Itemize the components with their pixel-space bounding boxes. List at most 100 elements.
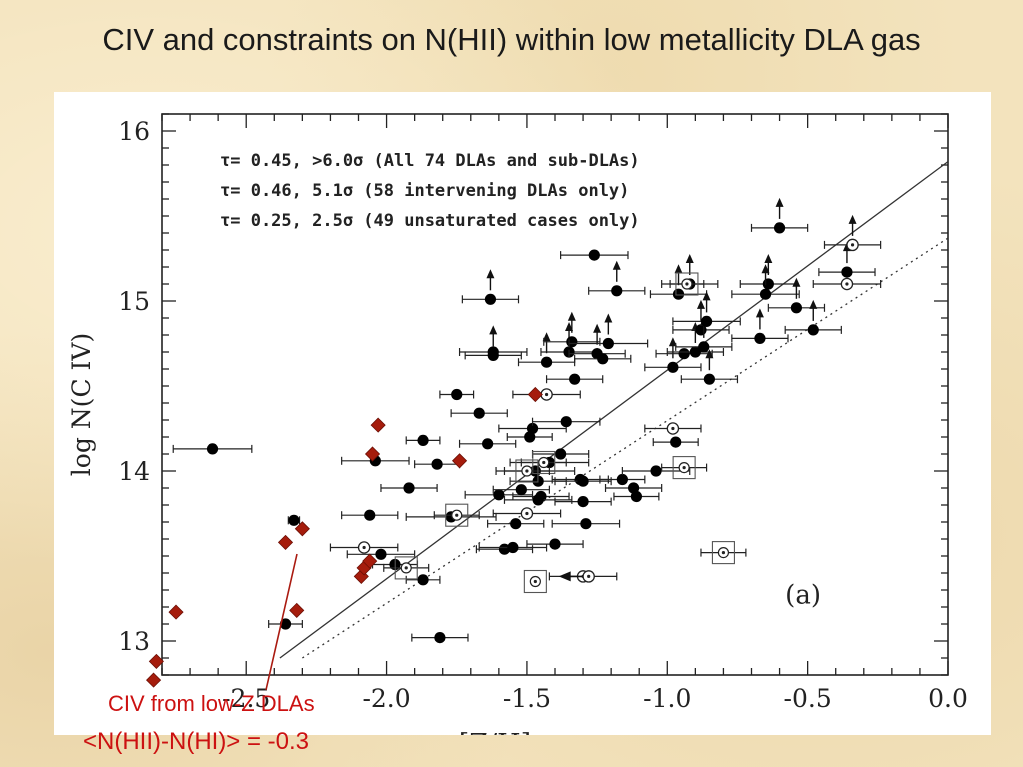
dla-point [507, 541, 519, 554]
dla-point [560, 416, 572, 428]
dla-point [434, 632, 446, 644]
dla-point [678, 348, 690, 360]
dla-point [473, 407, 485, 419]
boxed-point-box [711, 541, 735, 565]
dla-point [667, 361, 679, 373]
dla-point [672, 288, 685, 300]
low-z-dla-diamond [527, 386, 543, 403]
x-tick-label: -1.0 [643, 684, 691, 713]
x-tick-label: -2.5 [222, 684, 270, 713]
dla-point [577, 496, 589, 508]
boxed-point-box [532, 450, 556, 475]
plot-panel: -2.5 -2.0 -1.5 -1.0 -0.5 0.0 13 14 15 16 [Z/H] log … [54, 92, 991, 735]
x-axis-label: [Z/H] [459, 729, 531, 735]
dla-point [279, 618, 292, 630]
legend-entry: τ= 0.46, 5.1σ (58 intervening DLAs only) [220, 181, 629, 201]
upper-limit-point-center [587, 574, 591, 578]
dla-point [487, 346, 499, 358]
solid-fit-line [279, 161, 948, 659]
lower-limit-arrowhead [612, 260, 621, 270]
annotation-civ-low-z: CIV from low-Z DLAs [108, 691, 315, 716]
lower-limit-arrowhead [668, 337, 677, 347]
low-z-dla-diamond [294, 521, 310, 537]
boxed-point-center [525, 469, 529, 473]
dla-point [532, 494, 544, 506]
low-z-dla-diamond [168, 604, 184, 620]
boxed-point-box [394, 556, 418, 580]
dla-point [703, 373, 715, 385]
dla-point [841, 266, 853, 278]
y-tick-label: 13 [118, 627, 150, 656]
lower-limit-arrowhead [685, 254, 694, 263]
dla-point [510, 518, 522, 530]
dla-point [540, 356, 553, 368]
lower-limit-arrowhead [705, 349, 714, 359]
boxed-point-center [404, 566, 408, 570]
slide-title: CIV and constraints on N(HII) within low… [102, 22, 921, 57]
dla-point [616, 473, 628, 486]
data-layer [172, 161, 948, 659]
dla-point [628, 482, 640, 494]
low-z-dla-diamond [148, 653, 164, 669]
dla-point [206, 443, 219, 455]
dla-point [698, 341, 710, 353]
y-tick-label: 16 [118, 117, 150, 146]
open-point-center [525, 511, 529, 516]
boxed-point-box [672, 456, 696, 480]
x-tick-label: -2.0 [362, 684, 410, 713]
panel-label: (a) [785, 581, 821, 611]
x-tick-label: -0.5 [784, 684, 832, 713]
open-point-center [845, 282, 849, 286]
boxed-point-box [515, 459, 539, 483]
open-point-center [362, 545, 366, 550]
dla-point [569, 373, 581, 385]
dla-point [417, 434, 429, 446]
lower-limit-arrowhead [761, 264, 770, 274]
dla-point [670, 436, 682, 448]
boxed-point-center [685, 282, 689, 286]
dotted-fit-line [302, 237, 948, 659]
dla-point [790, 302, 803, 314]
dla-point [700, 315, 713, 327]
dla-point [602, 337, 614, 350]
low-z-dla-diamond [370, 417, 386, 433]
low-z-dla-diamond [362, 553, 378, 569]
dla-point [689, 346, 701, 358]
lower-limit-arrowhead [809, 299, 818, 309]
boxed-point-box [675, 272, 699, 296]
dla-point [650, 465, 662, 477]
dla-point [566, 336, 578, 348]
boxed-point-center [455, 513, 459, 517]
open-point-center [671, 426, 675, 431]
dla-point [288, 514, 300, 526]
boxed-point-center [682, 466, 686, 470]
dla-point [555, 448, 567, 460]
dla-point [375, 548, 387, 560]
lower-limit-arrowhead [764, 254, 773, 263]
dla-point [630, 490, 643, 503]
low-z-dla-diamond [451, 453, 468, 469]
dla-point [597, 353, 609, 365]
y-tick-label: 15 [118, 287, 150, 316]
dla-point [524, 431, 536, 443]
dla-point [431, 458, 443, 470]
dla-point [484, 293, 497, 305]
boxed-point-center [721, 551, 726, 555]
dla-point [549, 538, 561, 550]
y-tick-label: 14 [118, 457, 150, 486]
lower-limit-arrowhead [674, 264, 683, 274]
annotation-pointer-line [265, 553, 298, 691]
dla-point [515, 484, 527, 496]
lower-limit-arrowhead [565, 322, 574, 331]
legend-entry: τ= 0.45, >6.0σ (All 74 DLAs and sub-DLAs… [220, 151, 640, 171]
open-point-center [544, 392, 549, 397]
x-tick-label: 0.0 [928, 684, 968, 713]
annotation-nhii-nhi: <N(HII)-N(HI)> = -0.3 [83, 728, 310, 755]
lower-limit-arrowhead [567, 311, 576, 321]
dla-point [526, 422, 539, 435]
dla-point [611, 285, 623, 297]
boxed-point-center [533, 579, 537, 584]
lower-limit-arrowhead [848, 214, 857, 224]
lower-limit-arrowhead [696, 299, 705, 309]
lower-limit-arrowhead [542, 332, 551, 342]
